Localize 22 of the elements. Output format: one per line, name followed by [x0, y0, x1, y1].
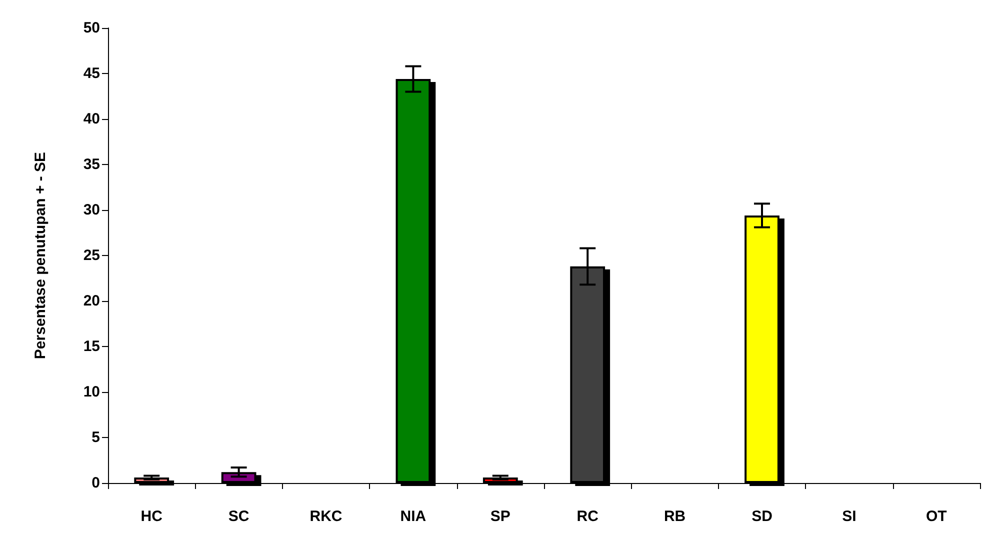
x-tick-label: RB	[664, 508, 686, 525]
y-tick-label: 15	[83, 338, 100, 355]
y-tick-label: 40	[83, 110, 100, 128]
y-tick-label: 5	[92, 429, 100, 446]
y-tick-label: 45	[83, 65, 100, 82]
y-tick-label: 20	[83, 292, 100, 310]
x-tick-label: RC	[576, 508, 599, 525]
y-tick-label: 0	[92, 474, 100, 492]
y-tick-label: 35	[83, 156, 100, 173]
x-tick-label: SI	[842, 508, 856, 525]
x-tick-label: HC	[140, 508, 163, 525]
x-tick-label: RKC	[310, 508, 342, 525]
y-tick-label: 10	[83, 384, 100, 400]
y-tick-label: 50	[83, 20, 100, 36]
x-tick-label: OT	[926, 508, 947, 525]
x-tick-label: SC	[228, 508, 250, 525]
x-tick-label: NIA	[400, 508, 426, 525]
y-tick-label: 25	[83, 247, 100, 264]
y-tick-label: 30	[83, 202, 100, 218]
x-tick-label: SD	[752, 508, 773, 525]
x-tick-label: SP	[490, 508, 510, 525]
y-axis-title: Persentase penutupan + - SE	[32, 152, 49, 360]
